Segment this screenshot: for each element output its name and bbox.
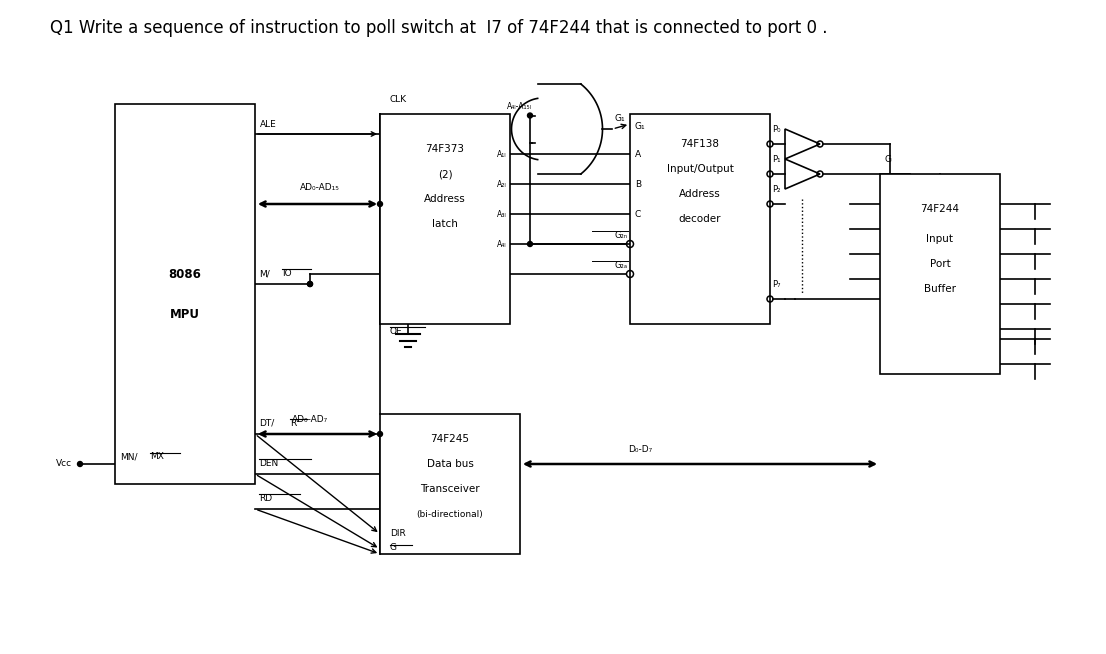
Text: P₂: P₂ — [772, 185, 781, 194]
Text: Data bus: Data bus — [427, 459, 473, 469]
Text: P₁: P₁ — [772, 155, 781, 164]
Text: MN/: MN/ — [119, 452, 137, 461]
Text: 8086: 8086 — [168, 267, 201, 281]
Text: P₇: P₇ — [772, 280, 781, 289]
Circle shape — [377, 201, 383, 207]
Text: AD₀-AD₇: AD₀-AD₇ — [292, 415, 328, 424]
Circle shape — [528, 241, 532, 247]
Bar — [115, 104, 255, 484]
Text: decoder: decoder — [679, 214, 721, 224]
Text: Vcc: Vcc — [56, 460, 72, 468]
Text: Buffer: Buffer — [924, 284, 956, 294]
Text: Address: Address — [424, 194, 466, 204]
Circle shape — [307, 281, 313, 286]
Text: (bi-directional): (bi-directional) — [417, 509, 483, 519]
Text: RD: RD — [259, 494, 272, 503]
Text: ALE: ALE — [260, 120, 276, 129]
Circle shape — [377, 432, 383, 436]
Bar — [630, 114, 770, 324]
Text: DEN: DEN — [259, 459, 279, 468]
Bar — [380, 414, 520, 554]
Text: A₁ₗ: A₁ₗ — [498, 150, 507, 158]
Text: A₃ₗ: A₃ₗ — [498, 209, 507, 218]
Text: G₂ₙ: G₂ₙ — [615, 231, 628, 240]
Text: Input/Output: Input/Output — [667, 164, 733, 174]
Text: latch: latch — [432, 219, 458, 229]
Text: MX: MX — [150, 452, 164, 461]
Text: 74F138: 74F138 — [680, 139, 720, 149]
Text: D₀-D₇: D₀-D₇ — [628, 445, 653, 454]
Text: IO: IO — [282, 269, 292, 278]
Text: 74F245: 74F245 — [430, 434, 470, 444]
Text: G₁: G₁ — [615, 114, 625, 123]
Text: Address: Address — [679, 189, 721, 199]
Text: CLK: CLK — [390, 95, 407, 104]
Text: 74F244: 74F244 — [920, 204, 960, 214]
Text: A: A — [635, 150, 641, 158]
Text: Input: Input — [927, 234, 953, 244]
Text: Transceiver: Transceiver — [420, 484, 480, 494]
Text: A₂ₗ: A₂ₗ — [498, 179, 507, 188]
Text: G₁: G₁ — [635, 122, 646, 131]
Text: G₂ₐ: G₂ₐ — [615, 261, 628, 270]
Text: DIR: DIR — [390, 530, 406, 538]
Text: G: G — [885, 155, 893, 164]
Text: R: R — [290, 419, 296, 428]
Bar — [380, 114, 510, 324]
Text: M/: M/ — [259, 269, 270, 278]
Text: C: C — [635, 209, 641, 218]
Text: (2): (2) — [438, 169, 452, 179]
Text: P₀: P₀ — [772, 125, 781, 134]
Circle shape — [307, 281, 313, 286]
Text: A₄ₗ: A₄ₗ — [498, 239, 507, 249]
Text: MPU: MPU — [170, 307, 200, 320]
Text: AD₀-AD₁₅: AD₀-AD₁₅ — [300, 183, 340, 192]
Circle shape — [528, 113, 532, 118]
Text: OE: OE — [390, 327, 403, 336]
Text: DT/: DT/ — [259, 419, 274, 428]
Text: A₄ₗ-A₁₅ₗ: A₄ₗ-A₁₅ₗ — [507, 101, 532, 111]
Text: B: B — [635, 179, 641, 188]
Text: G: G — [390, 543, 397, 552]
Text: Port: Port — [930, 259, 950, 269]
Text: 74F373: 74F373 — [426, 144, 465, 154]
Text: Q1 Write a sequence of instruction to poll switch at  I7 of 74F244 that is conne: Q1 Write a sequence of instruction to po… — [50, 19, 827, 37]
Circle shape — [77, 462, 83, 466]
Bar — [880, 174, 1000, 374]
